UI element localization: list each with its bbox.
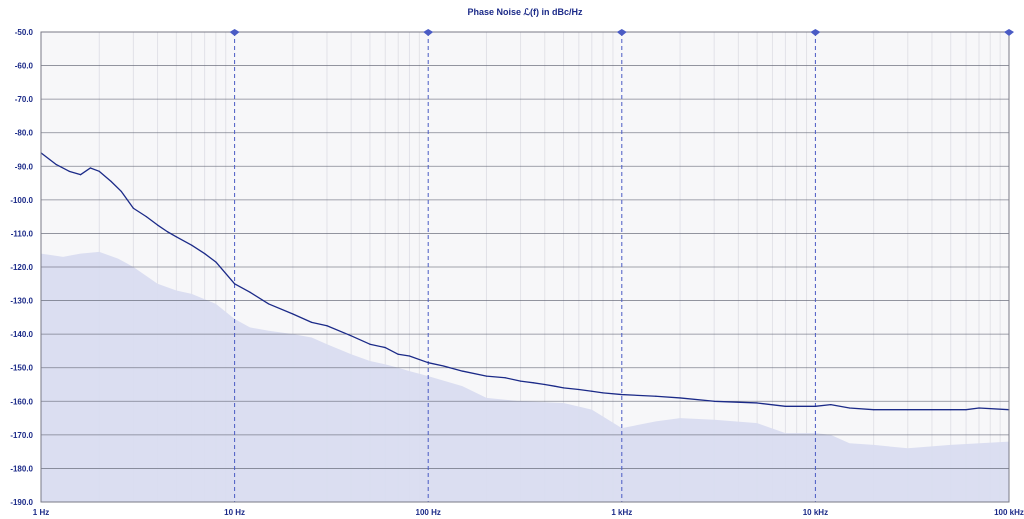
y-tick-label: -170.0 xyxy=(10,431,33,440)
phase-noise-point xyxy=(830,404,832,406)
phase-noise-point xyxy=(311,321,313,323)
phase-noise-point xyxy=(461,370,463,372)
phase-noise-point xyxy=(562,387,565,389)
phase-noise-point xyxy=(427,362,429,364)
y-tick-label: -50.0 xyxy=(15,28,34,37)
phase-noise-point xyxy=(408,355,411,357)
phase-noise-point xyxy=(204,252,206,255)
diamond-marker-icon xyxy=(616,29,627,36)
plot-border xyxy=(40,31,1010,503)
phase-noise-point xyxy=(384,346,386,349)
phase-noise-point xyxy=(950,409,952,411)
diamond-marker-icon xyxy=(1004,29,1014,36)
phase-noise-point xyxy=(965,409,967,411)
phase-noise-point xyxy=(784,405,787,407)
phase-noise-point xyxy=(145,216,147,218)
phase-noise-point xyxy=(234,283,236,285)
y-tick-label: -130.0 xyxy=(10,297,33,306)
x-tick-label: 1 kHz xyxy=(611,508,632,517)
y-tick-label: -90.0 xyxy=(15,162,34,171)
chart-title: Phase Noise ℒ(f) in dBc/Hz xyxy=(467,7,583,17)
phase-noise-point xyxy=(679,397,681,399)
diamond-marker-icon xyxy=(810,29,821,36)
phase-noise-point xyxy=(55,164,57,166)
x-tick-label: 10 Hz xyxy=(224,508,245,517)
phase-noise-point xyxy=(132,207,134,209)
phase-noise-point xyxy=(848,407,851,409)
y-tick-label: -120.0 xyxy=(10,263,33,272)
phase-noise-point xyxy=(814,405,817,407)
phase-noise-point xyxy=(120,190,122,193)
y-tick-label: -100.0 xyxy=(10,196,33,205)
phase-noise-point xyxy=(519,380,522,382)
x-tick-label: 100 kHz xyxy=(994,508,1024,517)
phase-noise-point xyxy=(485,375,488,377)
phase-noise-point xyxy=(532,382,535,384)
phase-noise-point xyxy=(978,407,980,409)
phase-noise-point xyxy=(554,385,556,387)
y-tick-label: -190.0 xyxy=(10,498,33,507)
phase-noise-point xyxy=(98,170,100,172)
x-tick-label: 100 Hz xyxy=(416,508,441,517)
y-tick-label: -60.0 xyxy=(15,62,34,71)
y-tick-label: -80.0 xyxy=(15,129,34,138)
phase-noise-point xyxy=(326,325,328,327)
y-tick-label: -180.0 xyxy=(10,464,33,473)
x-tick-label: 10 kHz xyxy=(803,508,828,517)
phase-noise-point xyxy=(175,236,177,238)
phase-noise-point xyxy=(166,231,169,233)
phase-noise-point xyxy=(79,174,82,176)
phase-noise-point xyxy=(268,303,270,305)
phase-noise-point xyxy=(89,167,92,169)
phase-noise-point xyxy=(350,335,352,337)
phase-noise-point xyxy=(292,313,294,315)
phase-noise-point xyxy=(110,180,112,182)
phase-noise-point xyxy=(442,365,445,367)
phase-noise-point xyxy=(215,261,217,263)
phase-noise-point xyxy=(249,291,251,293)
phase-noise-point xyxy=(397,353,399,355)
phase-noise-point xyxy=(756,402,758,404)
phase-noise-point xyxy=(504,377,506,379)
y-tick-label: -70.0 xyxy=(15,95,34,104)
x-tick-label: 1 Hz xyxy=(33,508,49,517)
y-tick-label: -140.0 xyxy=(10,330,33,339)
phase-noise-point xyxy=(907,409,909,411)
y-tick-label: -160.0 xyxy=(10,397,33,406)
phase-noise-point xyxy=(578,388,580,391)
phase-noise-point xyxy=(544,383,546,386)
phase-noise-point xyxy=(655,395,657,397)
phase-noise-point xyxy=(621,393,623,396)
y-tick-label: -150.0 xyxy=(10,364,33,373)
phase-noise-point xyxy=(156,224,159,226)
phase-noise-point xyxy=(602,392,604,394)
phase-noise-point xyxy=(713,400,715,402)
reference-area-1 xyxy=(41,251,1009,502)
phase-noise-point xyxy=(191,244,193,246)
y-tick-label: -110.0 xyxy=(11,229,34,238)
phase-noise-point xyxy=(591,390,593,392)
phase-noise-point xyxy=(68,170,70,172)
diamond-marker-icon xyxy=(423,29,434,36)
phase-noise-point xyxy=(873,409,875,411)
phase-noise-point xyxy=(369,343,371,345)
diamond-marker-icon xyxy=(229,29,240,36)
